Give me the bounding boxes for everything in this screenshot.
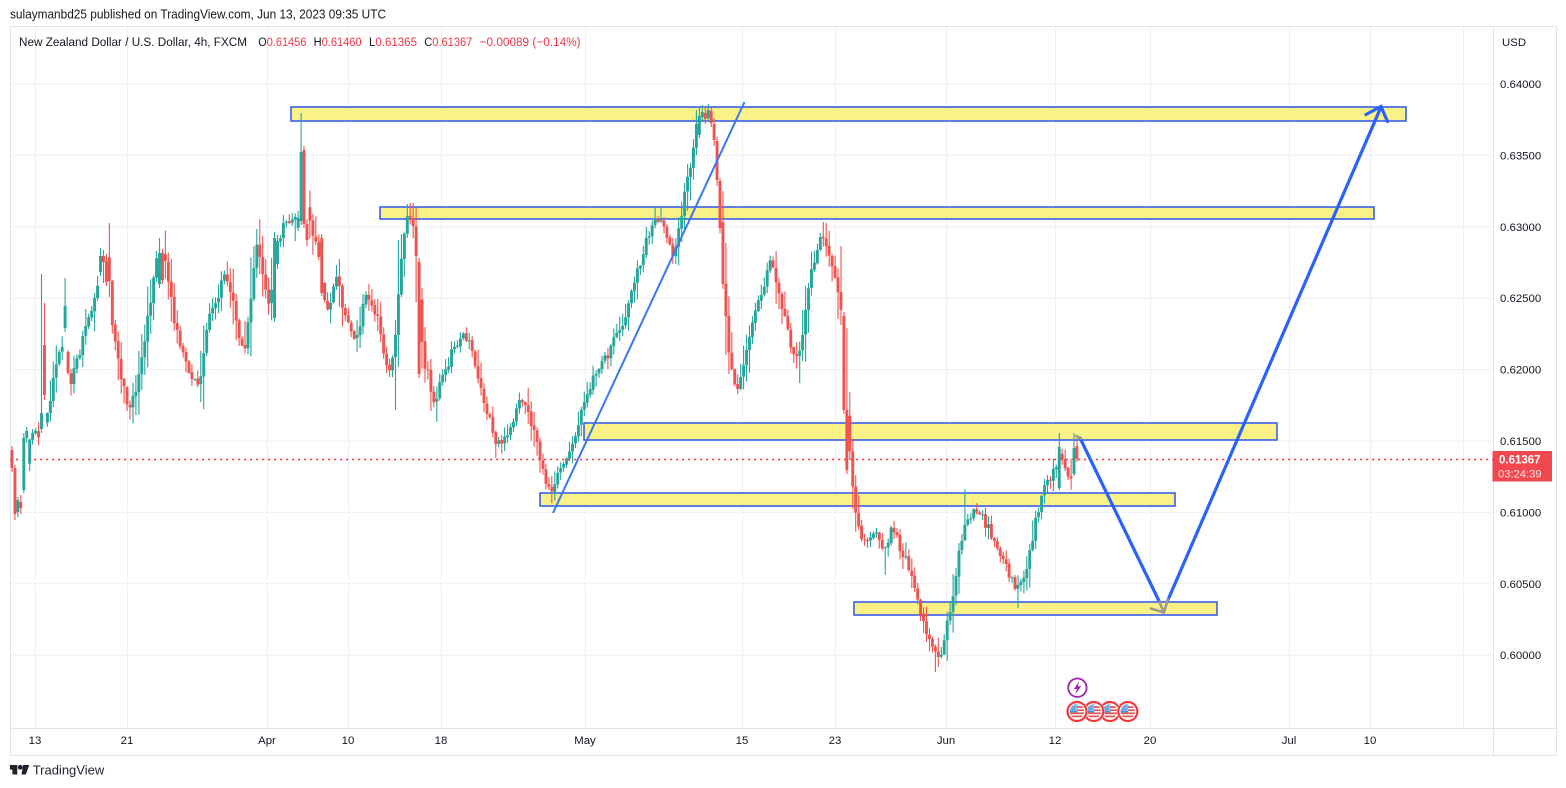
svg-text:0.62500: 0.62500 bbox=[1500, 293, 1541, 305]
svg-text:18: 18 bbox=[435, 735, 448, 747]
svg-text:C0.61367: C0.61367 bbox=[424, 35, 472, 49]
svg-text:Jul: Jul bbox=[1282, 735, 1297, 747]
svg-text:20: 20 bbox=[1144, 735, 1157, 747]
svg-text:0.60000: 0.60000 bbox=[1500, 650, 1541, 662]
svg-text:15: 15 bbox=[736, 735, 749, 747]
svg-text:O0.61456: O0.61456 bbox=[258, 35, 306, 49]
svg-text:0.63000: 0.63000 bbox=[1500, 222, 1541, 234]
svg-text:10: 10 bbox=[342, 735, 355, 747]
svg-text:13: 13 bbox=[29, 735, 42, 747]
svg-text:03:24:39: 03:24:39 bbox=[1498, 469, 1542, 481]
svg-text:0.61500: 0.61500 bbox=[1500, 436, 1541, 448]
svg-text:−0.00089 (−0.14%): −0.00089 (−0.14%) bbox=[480, 35, 581, 49]
svg-text:10: 10 bbox=[1364, 735, 1377, 747]
svg-text:0.64000: 0.64000 bbox=[1500, 79, 1541, 91]
svg-text:23: 23 bbox=[829, 735, 842, 747]
svg-text:0.63500: 0.63500 bbox=[1500, 150, 1541, 162]
svg-text:12: 12 bbox=[1049, 735, 1062, 747]
svg-text:USD: USD bbox=[1502, 37, 1526, 49]
svg-text:May: May bbox=[574, 735, 596, 747]
svg-text:Apr: Apr bbox=[258, 735, 276, 747]
svg-text:TradingView: TradingView bbox=[33, 763, 105, 778]
svg-text:0.62000: 0.62000 bbox=[1500, 365, 1541, 377]
svg-text:L0.61365: L0.61365 bbox=[369, 35, 417, 49]
svg-text:0.61367: 0.61367 bbox=[1499, 455, 1541, 467]
svg-text:0.61000: 0.61000 bbox=[1500, 507, 1541, 519]
svg-text:0.60500: 0.60500 bbox=[1500, 579, 1541, 591]
svg-text:sulaymanbd25 published on Trad: sulaymanbd25 published on TradingView.co… bbox=[10, 7, 386, 22]
svg-text:H0.61460: H0.61460 bbox=[314, 35, 362, 49]
svg-text:21: 21 bbox=[121, 735, 134, 747]
svg-text:Jun: Jun bbox=[937, 735, 955, 747]
svg-text:New Zealand Dollar / U.S. Doll: New Zealand Dollar / U.S. Dollar, 4h, FX… bbox=[19, 35, 247, 49]
